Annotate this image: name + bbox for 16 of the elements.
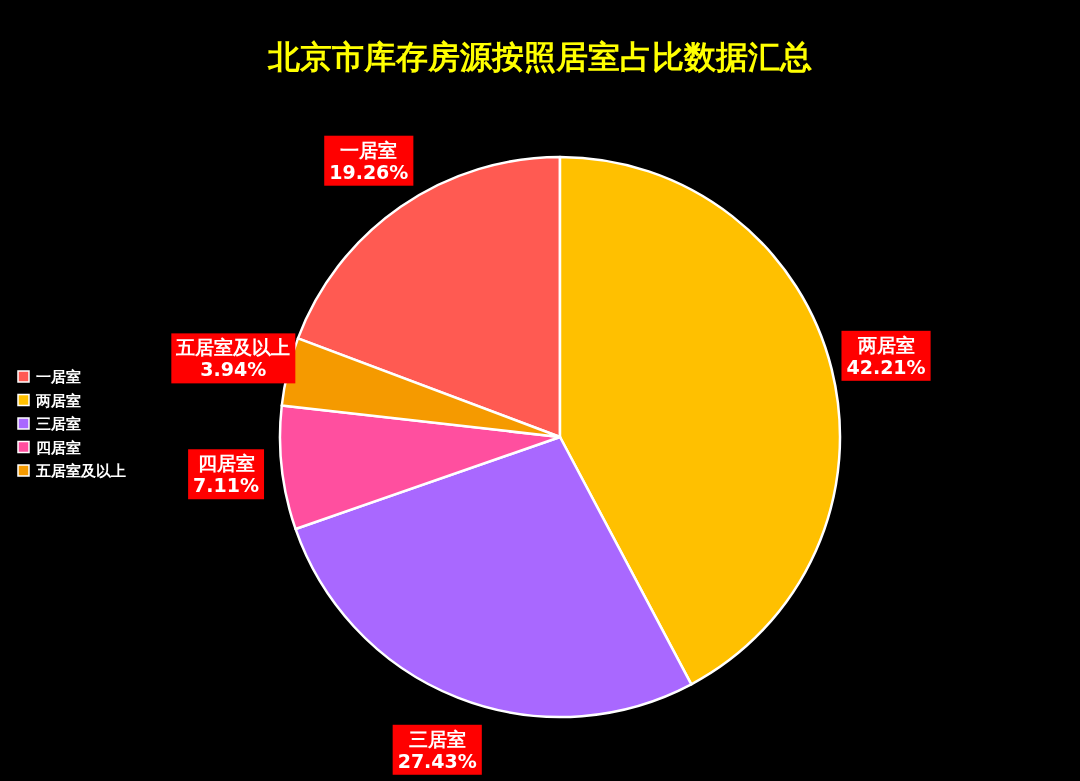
legend-label: 两居室 bbox=[35, 391, 81, 410]
data-label: 42.21% bbox=[846, 355, 926, 378]
legend-label: 三居室 bbox=[36, 415, 81, 433]
slice-label: 五居室及以上 bbox=[175, 336, 291, 359]
data-label: 7.11% bbox=[193, 474, 260, 497]
legend-label: 五居室及以上 bbox=[35, 462, 126, 480]
slice-label: 两居室 bbox=[856, 333, 915, 356]
data-label: 19.26% bbox=[329, 160, 409, 183]
legend-label: 一居室 bbox=[36, 368, 81, 386]
legend-label: 四居室 bbox=[36, 438, 81, 457]
slice-label: 一居室 bbox=[340, 138, 398, 161]
slice-label: 四居室 bbox=[197, 452, 255, 475]
chart-title: 北京市库存房源按照居室占比数据汇总 bbox=[267, 38, 812, 76]
slice-label: 三居室 bbox=[408, 727, 466, 750]
data-label: 3.94% bbox=[200, 358, 267, 381]
data-label: 27.43% bbox=[397, 749, 477, 772]
